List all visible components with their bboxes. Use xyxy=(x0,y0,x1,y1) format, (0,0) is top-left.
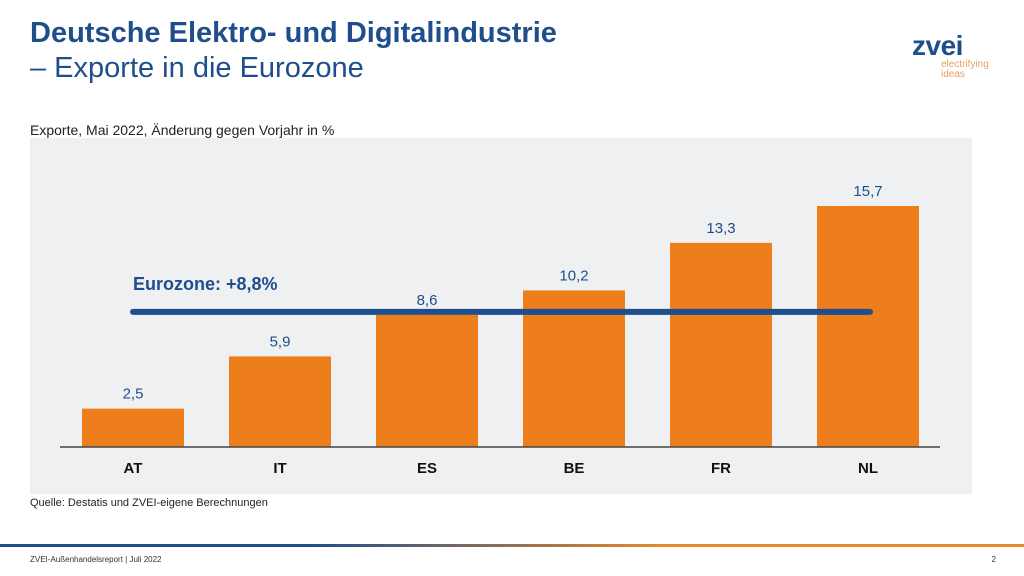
bar-it xyxy=(229,356,331,447)
bar-be xyxy=(523,290,625,447)
x-tick-label: AT xyxy=(124,460,143,477)
x-tick-label: ES xyxy=(417,460,437,477)
bar-es xyxy=(376,314,478,447)
zvei-logo: zvei xyxy=(912,30,963,61)
data-label: 8,6 xyxy=(417,292,438,309)
bar-at xyxy=(82,408,184,447)
data-label: 13,3 xyxy=(706,220,735,237)
title-line-2: – Exporte in die Eurozone xyxy=(30,52,364,84)
data-label: 2,5 xyxy=(123,386,144,403)
x-tick-label: FR xyxy=(711,460,731,477)
chart-title: Exporte, Mai 2022, Änderung gegen Vorjah… xyxy=(30,122,335,138)
data-label: 15,7 xyxy=(853,183,882,200)
eurozone-label: Eurozone: +8,8% xyxy=(133,274,278,294)
x-tick-label: NL xyxy=(858,460,878,477)
source-note: Quelle: Destatis und ZVEI-eigene Berechn… xyxy=(30,497,268,509)
footer-text: ZVEI-Außenhandelsreport | Juli 2022 xyxy=(30,555,162,564)
footer-divider xyxy=(0,544,1024,547)
data-label: 10,2 xyxy=(559,267,588,284)
page-number: 2 xyxy=(991,555,996,564)
x-tick-label: IT xyxy=(273,460,286,477)
plot-background xyxy=(30,138,972,494)
title-line-1: Deutsche Elektro- und Digitalindustrie xyxy=(30,17,557,49)
logo-tagline: electrifying ideas xyxy=(941,59,989,80)
x-tick-label: BE xyxy=(564,460,585,477)
data-label: 5,9 xyxy=(270,333,291,350)
bar-nl xyxy=(817,206,919,447)
bar-fr xyxy=(670,242,772,447)
